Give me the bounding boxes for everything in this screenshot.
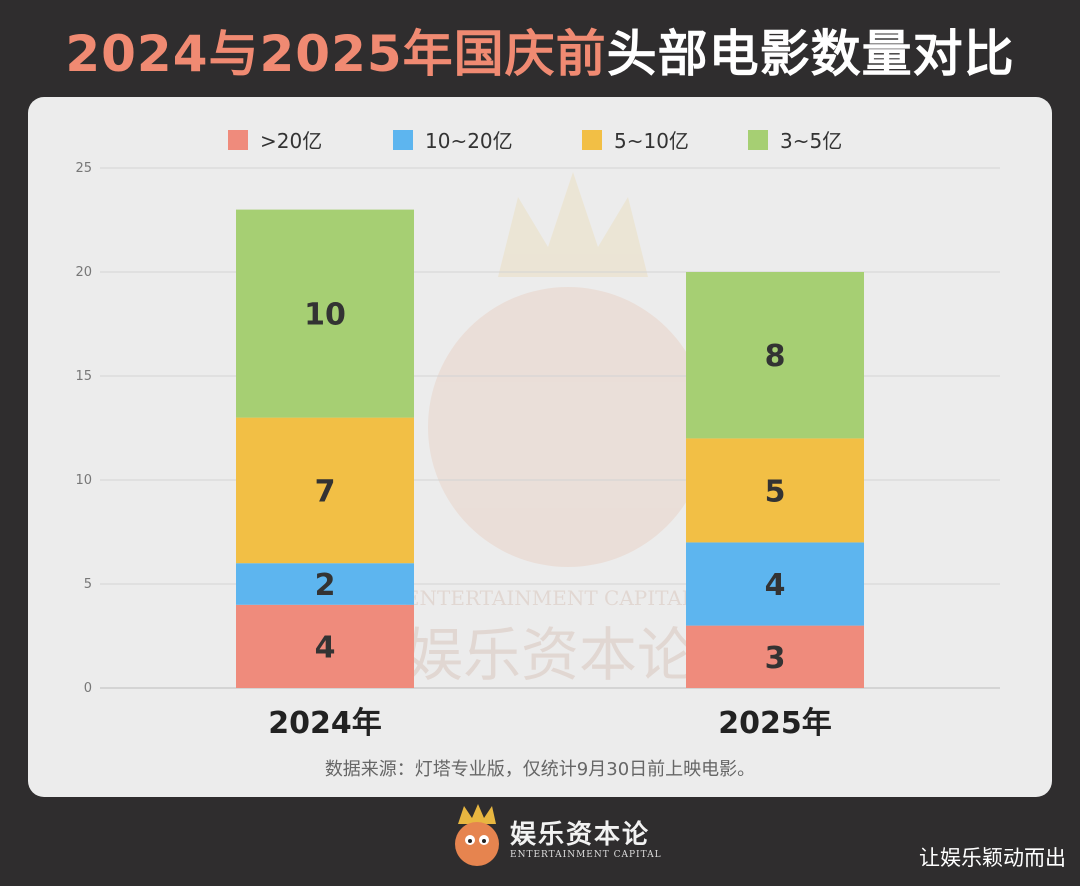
- legend-label-3-5: 3~5亿: [780, 129, 843, 153]
- x-tick-label: 2024年: [268, 706, 382, 741]
- watermark-en: ENTERTAINMENT CAPITAL: [405, 586, 695, 610]
- watermark-cn: 娱乐资本论: [405, 621, 695, 689]
- legend-item-3-5: 3~5亿: [748, 125, 842, 154]
- legend-swatch-3-5: [748, 129, 768, 150]
- legend-swatch-10-20: [393, 129, 413, 150]
- bar-segment: [686, 625, 864, 688]
- legend-label-10-20: 10~20亿: [425, 129, 513, 153]
- title-highlight: 2024与2025年国庆前: [65, 25, 607, 83]
- data-label: 7: [315, 474, 336, 509]
- logo-text: 娱乐资本论: [510, 820, 651, 850]
- y-tick-label: 0: [84, 681, 92, 696]
- y-tick-label: 5: [84, 577, 92, 592]
- data-label: 4: [765, 568, 786, 603]
- watermark: ENTERTAINMENT CAPITAL 娱乐资本论: [405, 172, 708, 689]
- credit-text: 让娱乐颖动而出: [919, 846, 1066, 870]
- legend: >20亿 10~20亿 5~10亿 3~5亿: [28, 125, 1052, 155]
- bars: 4 2 7 10 3 4 5 8: [236, 209, 864, 688]
- data-label: 8: [765, 339, 786, 374]
- bar-segment: [686, 438, 864, 543]
- y-tick-label: 15: [75, 369, 92, 384]
- legend-item-5-10: 5~10亿: [582, 125, 689, 154]
- data-label: 5: [765, 474, 786, 509]
- bar-segment: [236, 417, 414, 564]
- footer-logo: 娱乐资本论 ENTERTAINMENT CAPITAL: [444, 804, 674, 870]
- data-label: 4: [315, 630, 336, 665]
- title-rest: 头部电影数量对比: [606, 25, 1015, 83]
- x-axis-labels: 2024年 2025年: [268, 706, 832, 741]
- source-note: 数据来源：灯塔专业版，仅统计9月30日前上映电影。: [324, 759, 756, 780]
- data-label: 10: [304, 298, 346, 333]
- watermark-crown-icon: [498, 172, 648, 277]
- data-label: 2: [315, 568, 336, 603]
- y-tick-label: 25: [75, 161, 92, 176]
- legend-label-5-10: 5~10亿: [614, 129, 689, 153]
- legend-item-10-20: 10~20亿: [393, 125, 513, 154]
- logo-subtitle: ENTERTAINMENT CAPITAL: [510, 850, 662, 860]
- bar-segment: [236, 604, 414, 688]
- bar-segment: [686, 272, 864, 439]
- chart-card: >20亿 10~20亿 5~10亿 3~5亿 ENTERTAINMENT CAP…: [28, 97, 1052, 797]
- y-tick-label: 10: [75, 473, 92, 488]
- data-label: 3: [765, 641, 786, 676]
- legend-label-gt20: >20亿: [260, 129, 323, 153]
- mascot-logo-icon: [455, 804, 499, 866]
- x-tick-label: 2025年: [718, 706, 832, 741]
- legend-swatch-gt20: [228, 129, 248, 150]
- bar-segment: [236, 563, 414, 605]
- chart-title: 2024与2025年国庆前头部电影数量对比: [0, 14, 1080, 84]
- watermark-mascot-icon: [428, 287, 708, 567]
- y-tick-label: 20: [75, 265, 92, 280]
- bar-segment: [686, 542, 864, 626]
- legend-swatch-5-10: [582, 129, 602, 150]
- legend-item-gt20: >20亿: [228, 125, 322, 154]
- bar-segment: [236, 209, 414, 418]
